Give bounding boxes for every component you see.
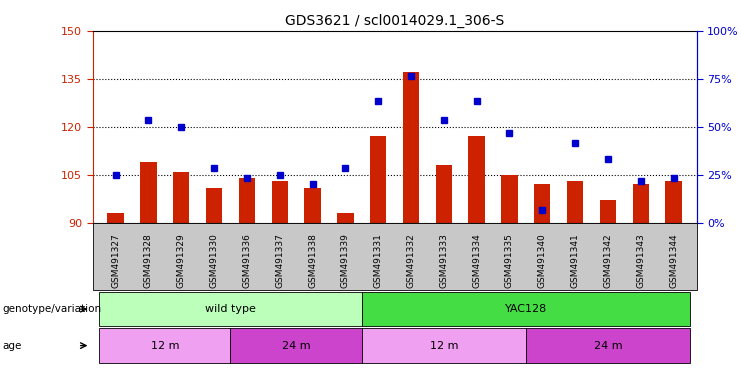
Text: 24 m: 24 m xyxy=(282,341,310,351)
Text: GSM491339: GSM491339 xyxy=(341,233,350,288)
Text: GSM491342: GSM491342 xyxy=(603,233,612,288)
Bar xyxy=(501,175,518,223)
Bar xyxy=(403,72,419,223)
Text: GSM491341: GSM491341 xyxy=(571,233,579,288)
Text: GSM491333: GSM491333 xyxy=(439,233,448,288)
Bar xyxy=(206,187,222,223)
Text: YAC128: YAC128 xyxy=(505,304,547,314)
Text: GSM491330: GSM491330 xyxy=(210,233,219,288)
Text: GSM491327: GSM491327 xyxy=(111,233,120,288)
Bar xyxy=(567,181,583,223)
Bar xyxy=(173,172,190,223)
Text: age: age xyxy=(2,341,21,351)
Bar xyxy=(534,184,551,223)
Bar xyxy=(468,136,485,223)
Bar xyxy=(633,184,649,223)
Text: 12 m: 12 m xyxy=(430,341,458,351)
Text: GSM491332: GSM491332 xyxy=(407,233,416,288)
Bar xyxy=(665,181,682,223)
Text: GSM491343: GSM491343 xyxy=(637,233,645,288)
Title: GDS3621 / scl0014029.1_306-S: GDS3621 / scl0014029.1_306-S xyxy=(285,14,504,28)
Bar xyxy=(599,200,616,223)
Text: 12 m: 12 m xyxy=(150,341,179,351)
Bar xyxy=(337,213,353,223)
Text: GSM491344: GSM491344 xyxy=(669,233,678,288)
Text: wild type: wild type xyxy=(205,304,256,314)
Text: GSM491335: GSM491335 xyxy=(505,233,514,288)
Text: GSM491329: GSM491329 xyxy=(177,233,186,288)
Bar xyxy=(370,136,386,223)
Text: 24 m: 24 m xyxy=(594,341,622,351)
Bar xyxy=(140,162,156,223)
Text: GSM491334: GSM491334 xyxy=(472,233,481,288)
Bar xyxy=(305,187,321,223)
Text: GSM491331: GSM491331 xyxy=(373,233,382,288)
Bar xyxy=(271,181,288,223)
Text: GSM491338: GSM491338 xyxy=(308,233,317,288)
Bar xyxy=(436,165,452,223)
Text: GSM491340: GSM491340 xyxy=(538,233,547,288)
Text: GSM491328: GSM491328 xyxy=(144,233,153,288)
Text: genotype/variation: genotype/variation xyxy=(2,304,102,314)
Bar xyxy=(239,178,255,223)
Bar xyxy=(107,213,124,223)
Text: GSM491337: GSM491337 xyxy=(275,233,285,288)
Text: GSM491336: GSM491336 xyxy=(242,233,251,288)
